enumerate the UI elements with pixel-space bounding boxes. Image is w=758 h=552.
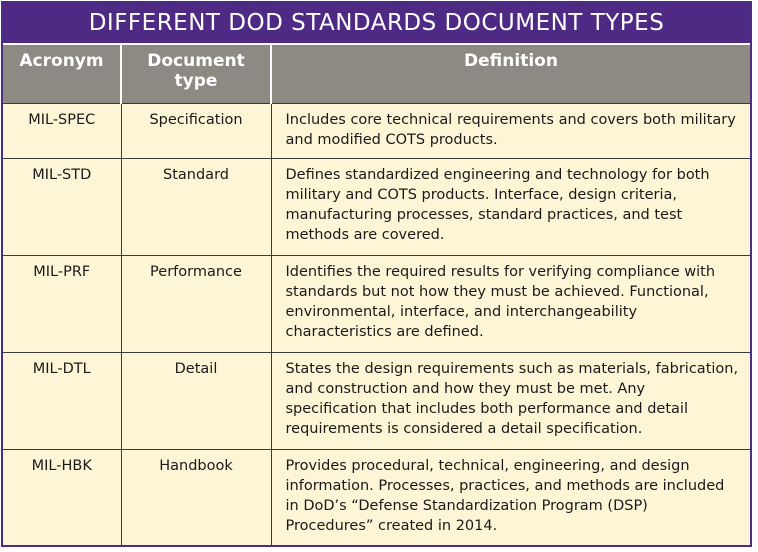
acronym-cell: MIL-DTL (3, 352, 122, 450)
table-row: MIL-PRF Performance Identifies the requi… (3, 255, 750, 353)
document-type-cell: Performance (121, 255, 272, 353)
column-header-definition: Definition (271, 45, 750, 104)
column-header-document-type: Document type (121, 45, 272, 104)
acronym-cell: MIL-PRF (3, 255, 122, 353)
standards-table: Acronym Document type Definition MIL-SPE… (3, 45, 750, 546)
definition-cell: States the design requirements such as m… (271, 352, 750, 450)
column-header-acronym: Acronym (3, 45, 122, 104)
acronym-cell: MIL-HBK (3, 449, 122, 546)
definition-cell: Includes core technical requirements and… (271, 103, 750, 159)
document-type-cell: Specification (121, 103, 272, 159)
acronym-cell: MIL-SPEC (3, 103, 122, 159)
header-row: Acronym Document type Definition (3, 45, 750, 104)
definition-cell: Defines standardized engineering and tec… (271, 158, 750, 256)
acronym-cell: MIL-STD (3, 158, 122, 256)
document-table-frame: DIFFERENT DOD STANDARDS DOCUMENT TYPES A… (1, 1, 752, 547)
table-row: MIL-STD Standard Defines standardized en… (3, 158, 750, 256)
table-row: MIL-DTL Detail States the design require… (3, 352, 750, 450)
definition-cell: Identifies the required results for veri… (271, 255, 750, 353)
document-type-cell: Detail (121, 352, 272, 450)
table-title: DIFFERENT DOD STANDARDS DOCUMENT TYPES (3, 3, 750, 45)
table-row: MIL-HBK Handbook Provides procedural, te… (3, 449, 750, 546)
document-type-cell: Standard (121, 158, 272, 256)
table-row: MIL-SPEC Specification Includes core tec… (3, 103, 750, 159)
document-type-cell: Handbook (121, 449, 272, 546)
definition-cell: Provides procedural, technical, engineer… (271, 449, 750, 546)
